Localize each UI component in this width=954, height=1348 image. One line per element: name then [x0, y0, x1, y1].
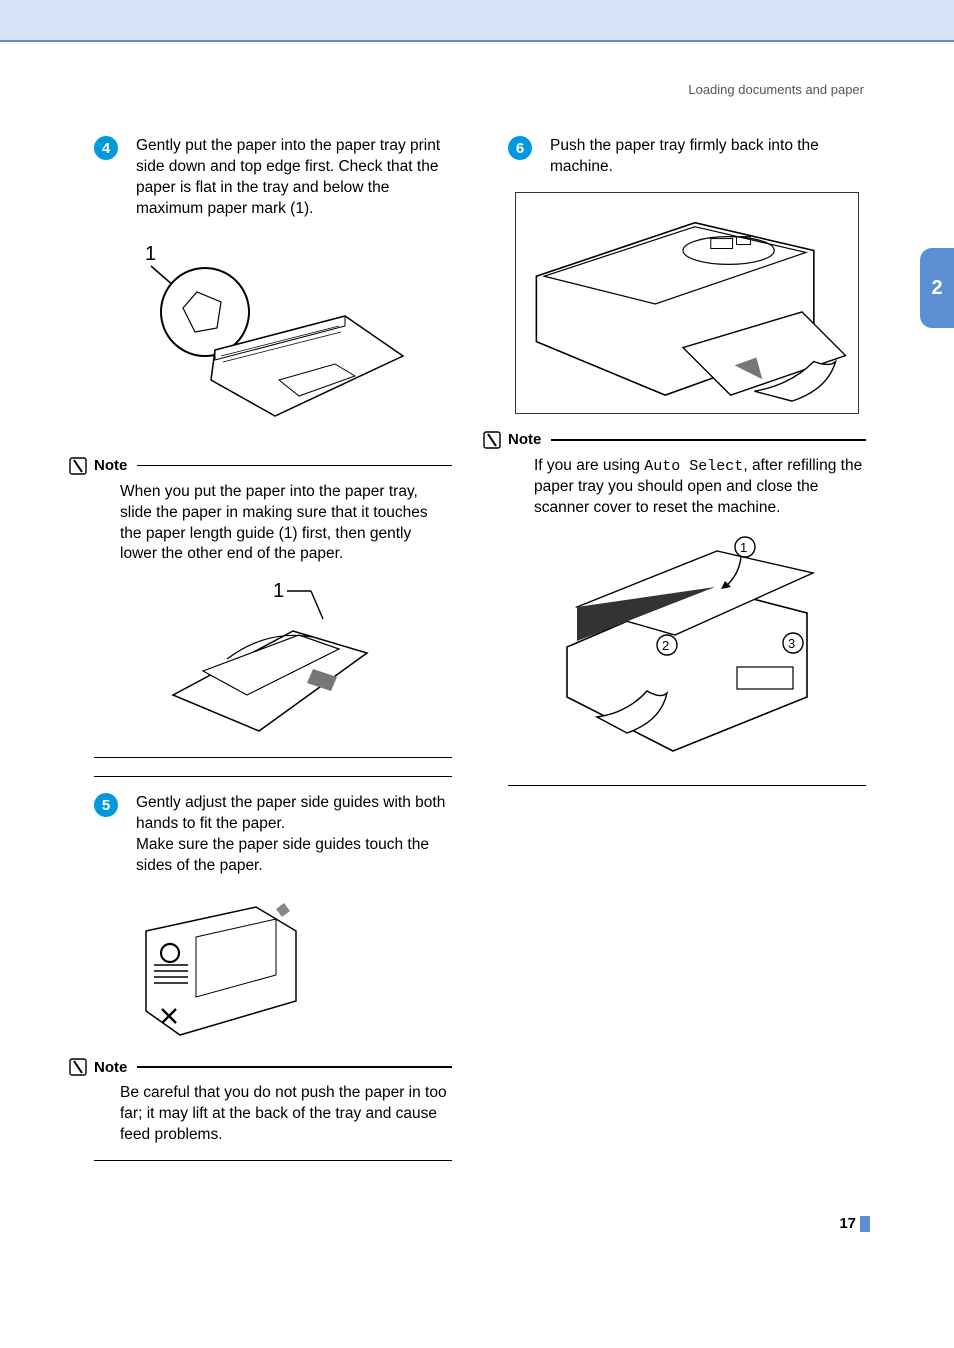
note-icon	[68, 1057, 88, 1077]
page-number: 17	[839, 1215, 856, 1232]
note-2: Note Be careful that you do not push the…	[94, 1057, 452, 1161]
note-2-label: Note	[94, 1059, 127, 1076]
note-1: Note When you put the paper into the pap…	[94, 456, 452, 759]
fig2-callout: 1	[273, 580, 284, 602]
top-band	[0, 0, 954, 42]
note-3-mono: Auto Select	[644, 458, 743, 475]
step-badge-4: 4	[94, 136, 118, 160]
step-6: 6 Push the paper tray firmly back into t…	[508, 136, 866, 178]
figure-paper-insert: 1	[163, 575, 383, 743]
note-icon	[68, 456, 88, 476]
running-header: Loading documents and paper	[688, 82, 864, 97]
step-badge-6: 6	[508, 136, 532, 160]
note-head-rule	[137, 465, 452, 467]
note-3-label: Note	[508, 431, 541, 448]
divider	[94, 776, 452, 777]
step-5: 5 Gently adjust the paper side guides wi…	[94, 793, 452, 877]
fig1-callout: 1	[145, 243, 156, 265]
step-4: 4 Gently put the paper into the paper tr…	[94, 136, 452, 220]
note-head-rule	[551, 439, 866, 441]
left-column: 4 Gently put the paper into the paper tr…	[94, 136, 452, 1161]
note-1-label: Note	[94, 457, 127, 474]
figure-scanner-cover: 1 2 3	[537, 527, 837, 767]
svg-text:2: 2	[662, 638, 669, 653]
step-badge-5: 5	[94, 793, 118, 817]
step-4-text: Gently put the paper into the paper tray…	[136, 136, 452, 220]
right-column: 6 Push the paper tray firmly back into t…	[508, 136, 866, 1161]
chapter-tab: 2	[920, 248, 954, 328]
step-5-text-a: Gently adjust the paper side guides with…	[136, 794, 445, 832]
svg-text:1: 1	[740, 540, 747, 555]
step-6-text: Push the paper tray firmly back into the…	[550, 136, 866, 178]
note-icon	[482, 430, 502, 450]
page-corner-mark	[860, 1216, 870, 1232]
note-2-text: Be careful that you do not push the pape…	[94, 1083, 452, 1146]
note-3-a: If you are using	[534, 457, 644, 474]
figure-push-tray	[515, 192, 859, 414]
step-5-text-b: Make sure the paper side guides touch th…	[136, 836, 429, 874]
note-3: Note If you are using Auto Select, after…	[508, 430, 866, 786]
figure-side-guides	[126, 891, 306, 1041]
note-3-text: If you are using Auto Select, after refi…	[508, 456, 866, 519]
note-1-text: When you put the paper into the paper tr…	[94, 482, 452, 566]
svg-text:3: 3	[788, 636, 795, 651]
note-head-rule	[137, 1066, 452, 1068]
figure-tray-max-mark: 1	[123, 234, 423, 440]
